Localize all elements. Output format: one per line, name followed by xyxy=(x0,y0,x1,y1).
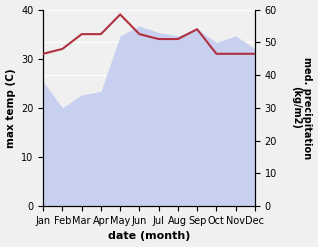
Y-axis label: med. precipitation
(kg/m2): med. precipitation (kg/m2) xyxy=(291,57,313,159)
Y-axis label: max temp (C): max temp (C) xyxy=(5,68,16,148)
X-axis label: date (month): date (month) xyxy=(108,231,190,242)
